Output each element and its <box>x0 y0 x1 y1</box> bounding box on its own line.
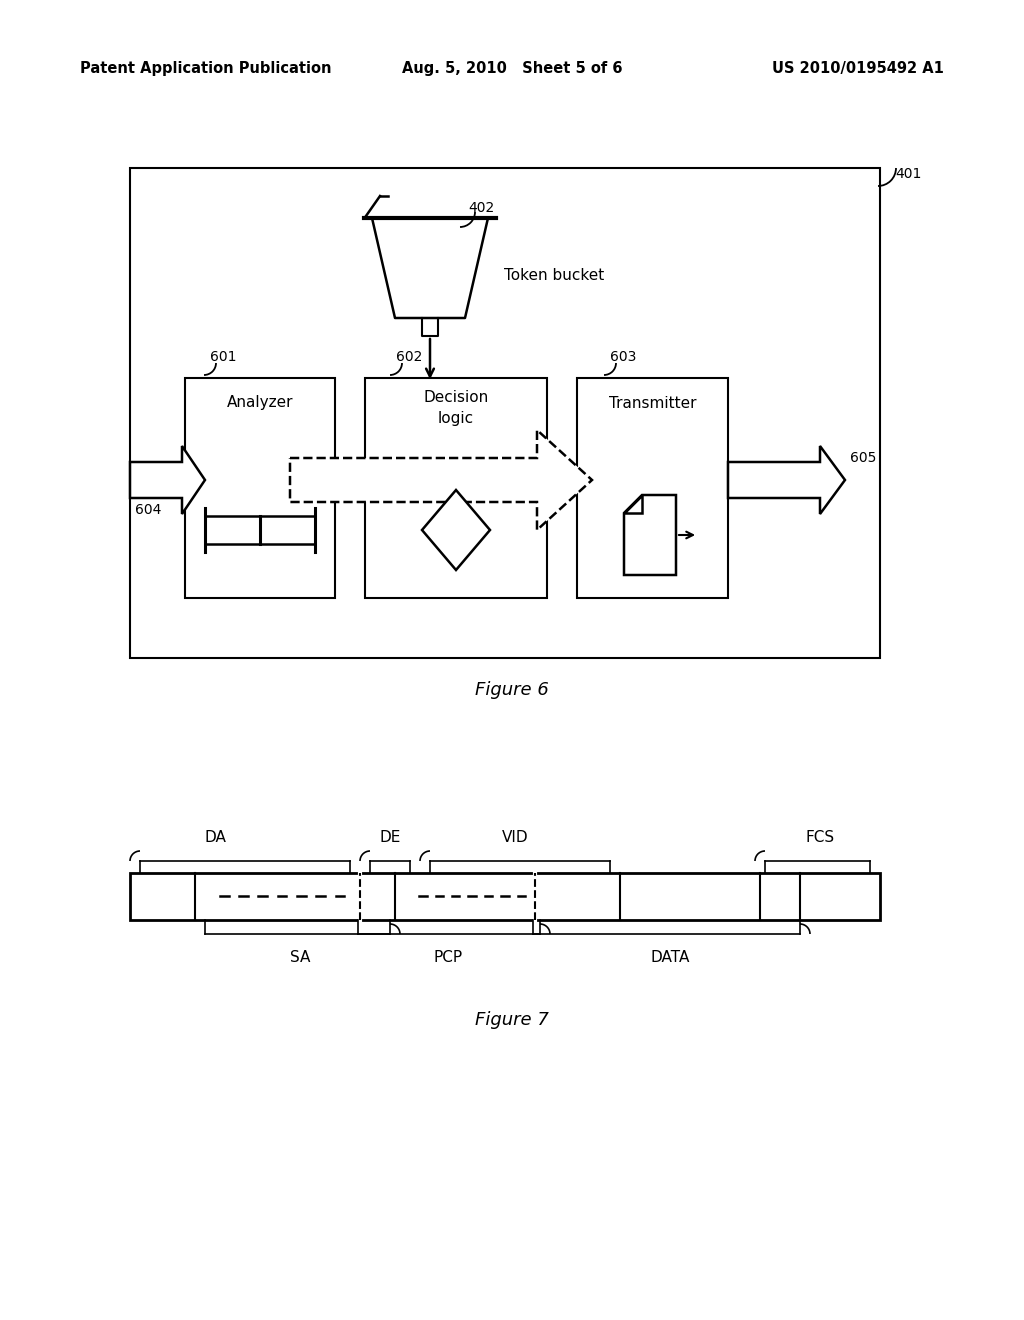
Bar <box>130 168 880 657</box>
Text: 603: 603 <box>610 350 636 364</box>
Text: DATA: DATA <box>650 950 690 965</box>
Text: US 2010/0195492 A1: US 2010/0195492 A1 <box>772 61 944 75</box>
Text: 601: 601 <box>210 350 237 364</box>
Text: Figure 6: Figure 6 <box>475 681 549 700</box>
Text: Analyzer: Analyzer <box>226 396 293 411</box>
Text: 605: 605 <box>850 451 877 465</box>
Text: DA: DA <box>204 830 226 846</box>
Polygon shape <box>422 490 490 570</box>
Text: 604: 604 <box>135 503 162 517</box>
Polygon shape <box>130 446 205 513</box>
Polygon shape <box>624 495 676 576</box>
Text: 602: 602 <box>396 350 422 364</box>
Text: Patent Application Publication: Patent Application Publication <box>80 61 332 75</box>
Text: Token bucket: Token bucket <box>504 268 604 284</box>
Bar <box>185 378 335 598</box>
Text: PCP: PCP <box>433 950 463 965</box>
Polygon shape <box>728 446 845 513</box>
Text: FCS: FCS <box>806 830 835 846</box>
Text: VID: VID <box>502 830 528 846</box>
Text: Aug. 5, 2010   Sheet 5 of 6: Aug. 5, 2010 Sheet 5 of 6 <box>401 61 623 75</box>
Text: DE: DE <box>379 830 400 846</box>
Text: SA: SA <box>290 950 310 965</box>
Text: Decision
logic: Decision logic <box>423 389 488 426</box>
Text: 401: 401 <box>895 168 922 181</box>
Bar <box>365 378 547 598</box>
Polygon shape <box>624 495 642 513</box>
Bar <box>577 378 728 598</box>
Text: 402: 402 <box>468 201 495 215</box>
Bar <box>130 873 880 920</box>
Polygon shape <box>290 430 592 531</box>
Text: Transmitter: Transmitter <box>608 396 696 411</box>
Text: Figure 7: Figure 7 <box>475 1011 549 1030</box>
